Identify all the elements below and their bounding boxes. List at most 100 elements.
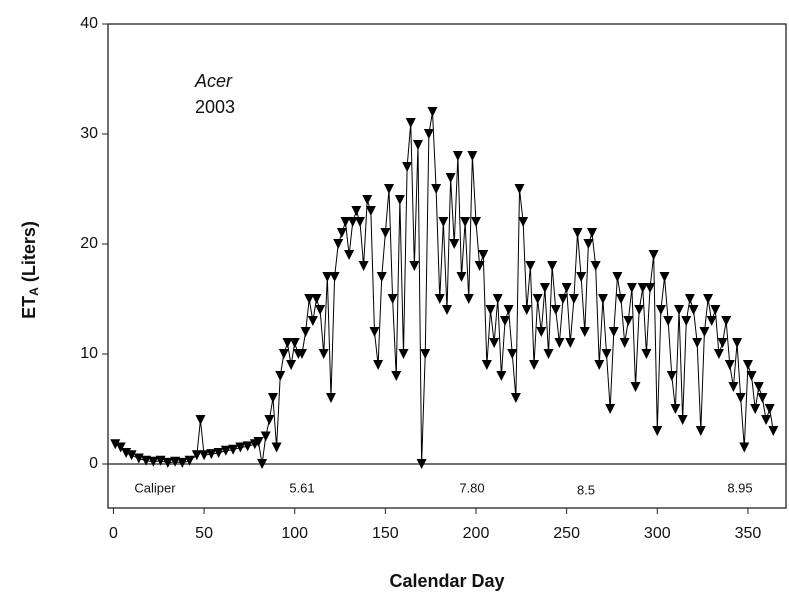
data-marker bbox=[365, 206, 376, 216]
data-marker bbox=[492, 294, 503, 304]
data-marker bbox=[692, 338, 703, 348]
data-marker bbox=[177, 457, 188, 468]
data-marker bbox=[253, 437, 264, 447]
data-marker bbox=[409, 261, 420, 271]
data-marker bbox=[536, 327, 547, 337]
data-marker bbox=[170, 456, 181, 467]
data-marker bbox=[318, 349, 329, 359]
data-marker bbox=[648, 250, 659, 260]
data-marker bbox=[500, 316, 511, 326]
data-marker bbox=[213, 448, 224, 458]
data-marker bbox=[579, 327, 590, 337]
y-tick-label: 30 bbox=[80, 125, 98, 142]
data-marker bbox=[634, 305, 645, 315]
y-label-main: ET bbox=[19, 296, 39, 319]
data-marker bbox=[206, 449, 217, 460]
data-marker bbox=[703, 294, 714, 304]
data-marker bbox=[336, 228, 347, 238]
data-marker bbox=[699, 327, 710, 337]
data-marker bbox=[398, 349, 409, 359]
data-marker bbox=[616, 294, 627, 304]
data-marker bbox=[670, 404, 681, 414]
data-marker bbox=[304, 294, 315, 304]
data-marker bbox=[391, 371, 402, 381]
data-marker bbox=[641, 349, 652, 359]
data-marker bbox=[750, 404, 761, 414]
data-marker bbox=[761, 415, 772, 425]
data-marker bbox=[623, 316, 634, 326]
data-marker bbox=[282, 338, 293, 348]
data-marker bbox=[478, 250, 489, 260]
x-axis-label: Calendar Day bbox=[389, 571, 504, 591]
data-marker bbox=[655, 305, 666, 315]
y-tick-label: 40 bbox=[80, 15, 98, 32]
data-marker bbox=[267, 393, 278, 403]
data-marker bbox=[518, 217, 529, 227]
data-marker bbox=[583, 239, 594, 249]
data-marker bbox=[463, 294, 474, 304]
data-marker bbox=[438, 217, 449, 227]
data-marker bbox=[558, 294, 569, 304]
data-marker bbox=[460, 217, 471, 227]
data-marker bbox=[228, 444, 239, 455]
data-marker bbox=[452, 151, 463, 161]
data-marker bbox=[590, 261, 601, 271]
data-marker bbox=[195, 415, 206, 425]
data-marker bbox=[344, 250, 355, 260]
data-marker bbox=[503, 305, 514, 315]
data-marker bbox=[728, 382, 739, 392]
data-marker bbox=[394, 195, 405, 205]
data-marker bbox=[489, 338, 500, 348]
x-tick-label: 250 bbox=[553, 525, 580, 542]
data-marker bbox=[311, 294, 322, 304]
data-marker bbox=[126, 450, 137, 461]
data-marker bbox=[496, 371, 507, 381]
data-marker bbox=[608, 327, 619, 337]
data-marker bbox=[340, 217, 351, 227]
data-marker bbox=[485, 305, 496, 315]
data-marker bbox=[768, 426, 779, 436]
data-marker bbox=[148, 456, 159, 467]
data-marker bbox=[612, 272, 623, 282]
data-marker bbox=[572, 228, 583, 238]
data-marker bbox=[423, 129, 434, 139]
data-marker bbox=[565, 338, 576, 348]
caliper-label: 8.95 bbox=[727, 480, 752, 495]
data-marker bbox=[235, 442, 246, 453]
data-marker bbox=[286, 360, 297, 370]
data-marker bbox=[510, 393, 521, 403]
data-marker bbox=[630, 382, 641, 392]
data-marker bbox=[543, 349, 554, 359]
data-marker bbox=[387, 294, 398, 304]
caliper-label: 8.5 bbox=[577, 482, 595, 497]
data-marker bbox=[257, 459, 268, 469]
data-marker bbox=[735, 393, 746, 403]
data-marker bbox=[532, 294, 543, 304]
data-marker bbox=[402, 162, 413, 172]
data-marker bbox=[405, 118, 416, 128]
data-marker bbox=[416, 459, 427, 469]
data-marker bbox=[732, 338, 743, 348]
data-marker bbox=[587, 228, 598, 238]
data-marker bbox=[681, 316, 692, 326]
data-marker bbox=[474, 261, 485, 271]
data-marker bbox=[684, 294, 695, 304]
data-marker bbox=[333, 239, 344, 249]
x-tick-label: 150 bbox=[372, 525, 399, 542]
data-marker bbox=[677, 415, 688, 425]
data-marker bbox=[529, 360, 540, 370]
data-marker bbox=[289, 338, 300, 348]
data-marker bbox=[481, 360, 492, 370]
data-marker bbox=[431, 184, 442, 194]
data-marker bbox=[322, 272, 333, 282]
data-marker bbox=[619, 338, 630, 348]
y-label-suffix: (Liters) bbox=[19, 221, 39, 282]
x-tick-label: 200 bbox=[463, 525, 490, 542]
data-marker bbox=[115, 442, 126, 453]
data-marker bbox=[601, 349, 612, 359]
data-marker bbox=[141, 455, 152, 466]
data-marker bbox=[713, 349, 724, 359]
plot-frame bbox=[107, 23, 787, 509]
x-tick-label: 0 bbox=[109, 525, 118, 542]
x-tick-label: 100 bbox=[281, 525, 308, 542]
